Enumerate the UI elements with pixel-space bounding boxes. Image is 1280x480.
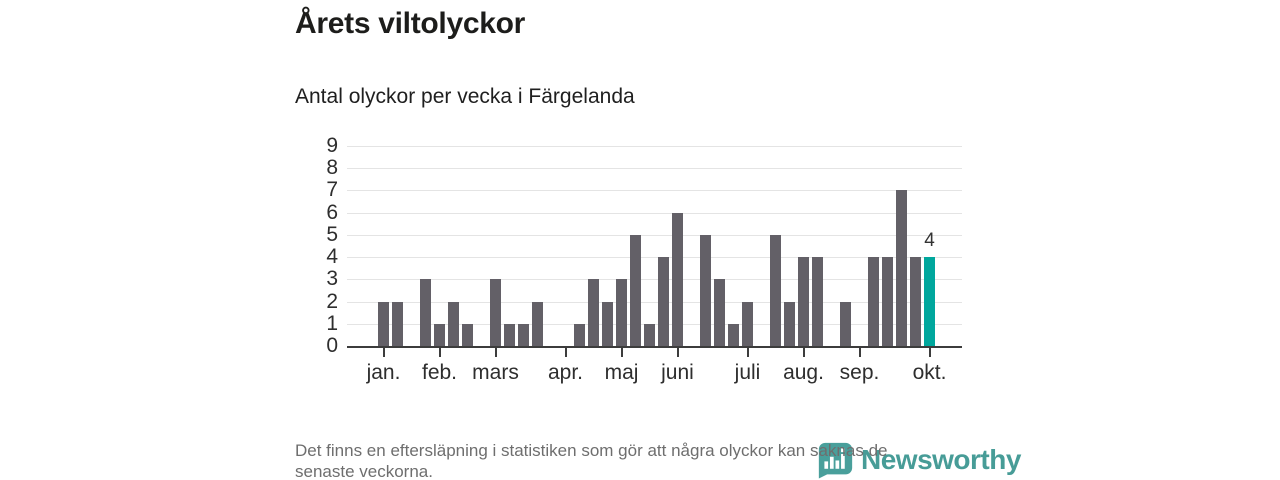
- x-axis-label-aug: aug.: [783, 361, 824, 384]
- gridline-y8: [347, 168, 962, 170]
- bar-slot-32: [812, 257, 823, 346]
- x-axis-label-maj: maj: [604, 361, 639, 384]
- gridline-y5: [347, 234, 962, 236]
- bar-chart-plot-area: 0 1 2 3 4 5 6 7 8 9 jan. feb. mars apr. maj juni juli aug…: [326, 134, 962, 384]
- x-axis-label-sep: sep.: [839, 361, 880, 384]
- y-axis-tick-label-5: 5: [326, 222, 338, 246]
- gridline-y4: [347, 257, 962, 259]
- bar-slot-26: [728, 323, 739, 346]
- bar-slot-30: [784, 301, 795, 346]
- x-axis-label-juli: juli: [734, 361, 761, 384]
- y-axis-tick-label-2: 2: [326, 289, 338, 313]
- x-axis-tick-juni: [676, 346, 679, 357]
- footnote-line-1: Det finns en eftersläpning i statistiken…: [295, 441, 888, 460]
- y-axis-tick-label-7: 7: [326, 178, 338, 202]
- newsworthy-logo-icon: [818, 442, 853, 479]
- bar-slot-20: [644, 323, 655, 346]
- gridline-y7: [347, 190, 962, 192]
- y-axis-tick-label-8: 8: [326, 156, 338, 180]
- bar-slot-24: [700, 234, 711, 346]
- page-title: Årets viltolyckor: [295, 7, 525, 40]
- bar-slot-25: [714, 279, 725, 346]
- bar-slot-37: [882, 257, 893, 346]
- gridline-y9: [347, 146, 962, 147]
- x-axis-tick-feb: [438, 346, 441, 357]
- y-axis-tick-label-0: 0: [326, 334, 338, 357]
- x-axis-tick-maj: [620, 346, 623, 357]
- newsworthy-wordmark: Newsworthy: [861, 444, 1021, 475]
- x-axis-tick-mars: [494, 346, 497, 357]
- gridline-y3: [347, 279, 962, 281]
- bar-slot-2: [392, 301, 403, 346]
- x-axis-tick-aug: [802, 346, 805, 357]
- y-axis-tick-label-9: 9: [326, 134, 338, 157]
- y-axis-tick-label-4: 4: [326, 245, 338, 269]
- bar-slot-38: [896, 190, 907, 346]
- bar-slot-22: [672, 212, 683, 346]
- x-axis-label-feb: feb.: [421, 361, 458, 384]
- bar-slot-18: [616, 279, 627, 346]
- bar-slot-21: [658, 257, 669, 346]
- y-axis-tick-label-6: 6: [326, 200, 338, 224]
- x-axis-label-mars: mars: [472, 361, 519, 384]
- highlight-value-label: 4: [924, 230, 935, 252]
- gridline-y2: [347, 301, 962, 303]
- bar-slot-10: [504, 323, 515, 346]
- bar-slot-1: [378, 301, 389, 346]
- x-axis-label-jan: jan.: [366, 361, 401, 384]
- x-axis-tick-juli: [746, 346, 749, 357]
- chart-subtitle: Antal olyckor per vecka i Färgelanda: [295, 85, 635, 108]
- bar-slot-40: [924, 257, 935, 346]
- bar-slot-4: [420, 279, 431, 346]
- y-axis-tick-label-3: 3: [326, 267, 338, 291]
- bar-slot-15: [574, 323, 585, 346]
- bar-slot-7: [462, 323, 473, 346]
- x-axis-tick-okt: [928, 346, 931, 357]
- bar-slot-36: [868, 257, 879, 346]
- x-axis-tick-apr: [564, 346, 567, 357]
- gridline-y6: [347, 212, 962, 214]
- x-axis-tick-sep: [858, 346, 861, 357]
- bar-slot-16: [588, 279, 599, 346]
- bar-slot-11: [518, 323, 529, 346]
- newsworthy-logo: Newsworthy: [817, 441, 1021, 479]
- y-axis-tick-label-1: 1: [326, 311, 338, 335]
- bar-slot-31: [798, 257, 809, 346]
- bar-slot-6: [448, 301, 459, 346]
- x-axis-tick-jan: [382, 346, 385, 357]
- bar-slot-17: [602, 301, 613, 346]
- bar-slot-9: [490, 279, 501, 346]
- bar-slot-34: [840, 301, 851, 346]
- bar-slot-29: [770, 234, 781, 346]
- footnote-line-2: senaste veckorna.: [295, 462, 433, 480]
- bar-slot-5: [434, 323, 445, 346]
- bar-slot-27: [742, 301, 753, 346]
- x-axis-label-apr: apr.: [547, 361, 584, 384]
- x-axis-label-juni: juni: [661, 361, 694, 384]
- x-axis-label-okt: okt.: [912, 361, 947, 384]
- bar-slot-19: [630, 234, 641, 346]
- footnote: Det finns en eftersläpning i statistiken…: [295, 440, 887, 480]
- bar-slot-39: [910, 257, 921, 346]
- bar-slot-12: [532, 301, 543, 346]
